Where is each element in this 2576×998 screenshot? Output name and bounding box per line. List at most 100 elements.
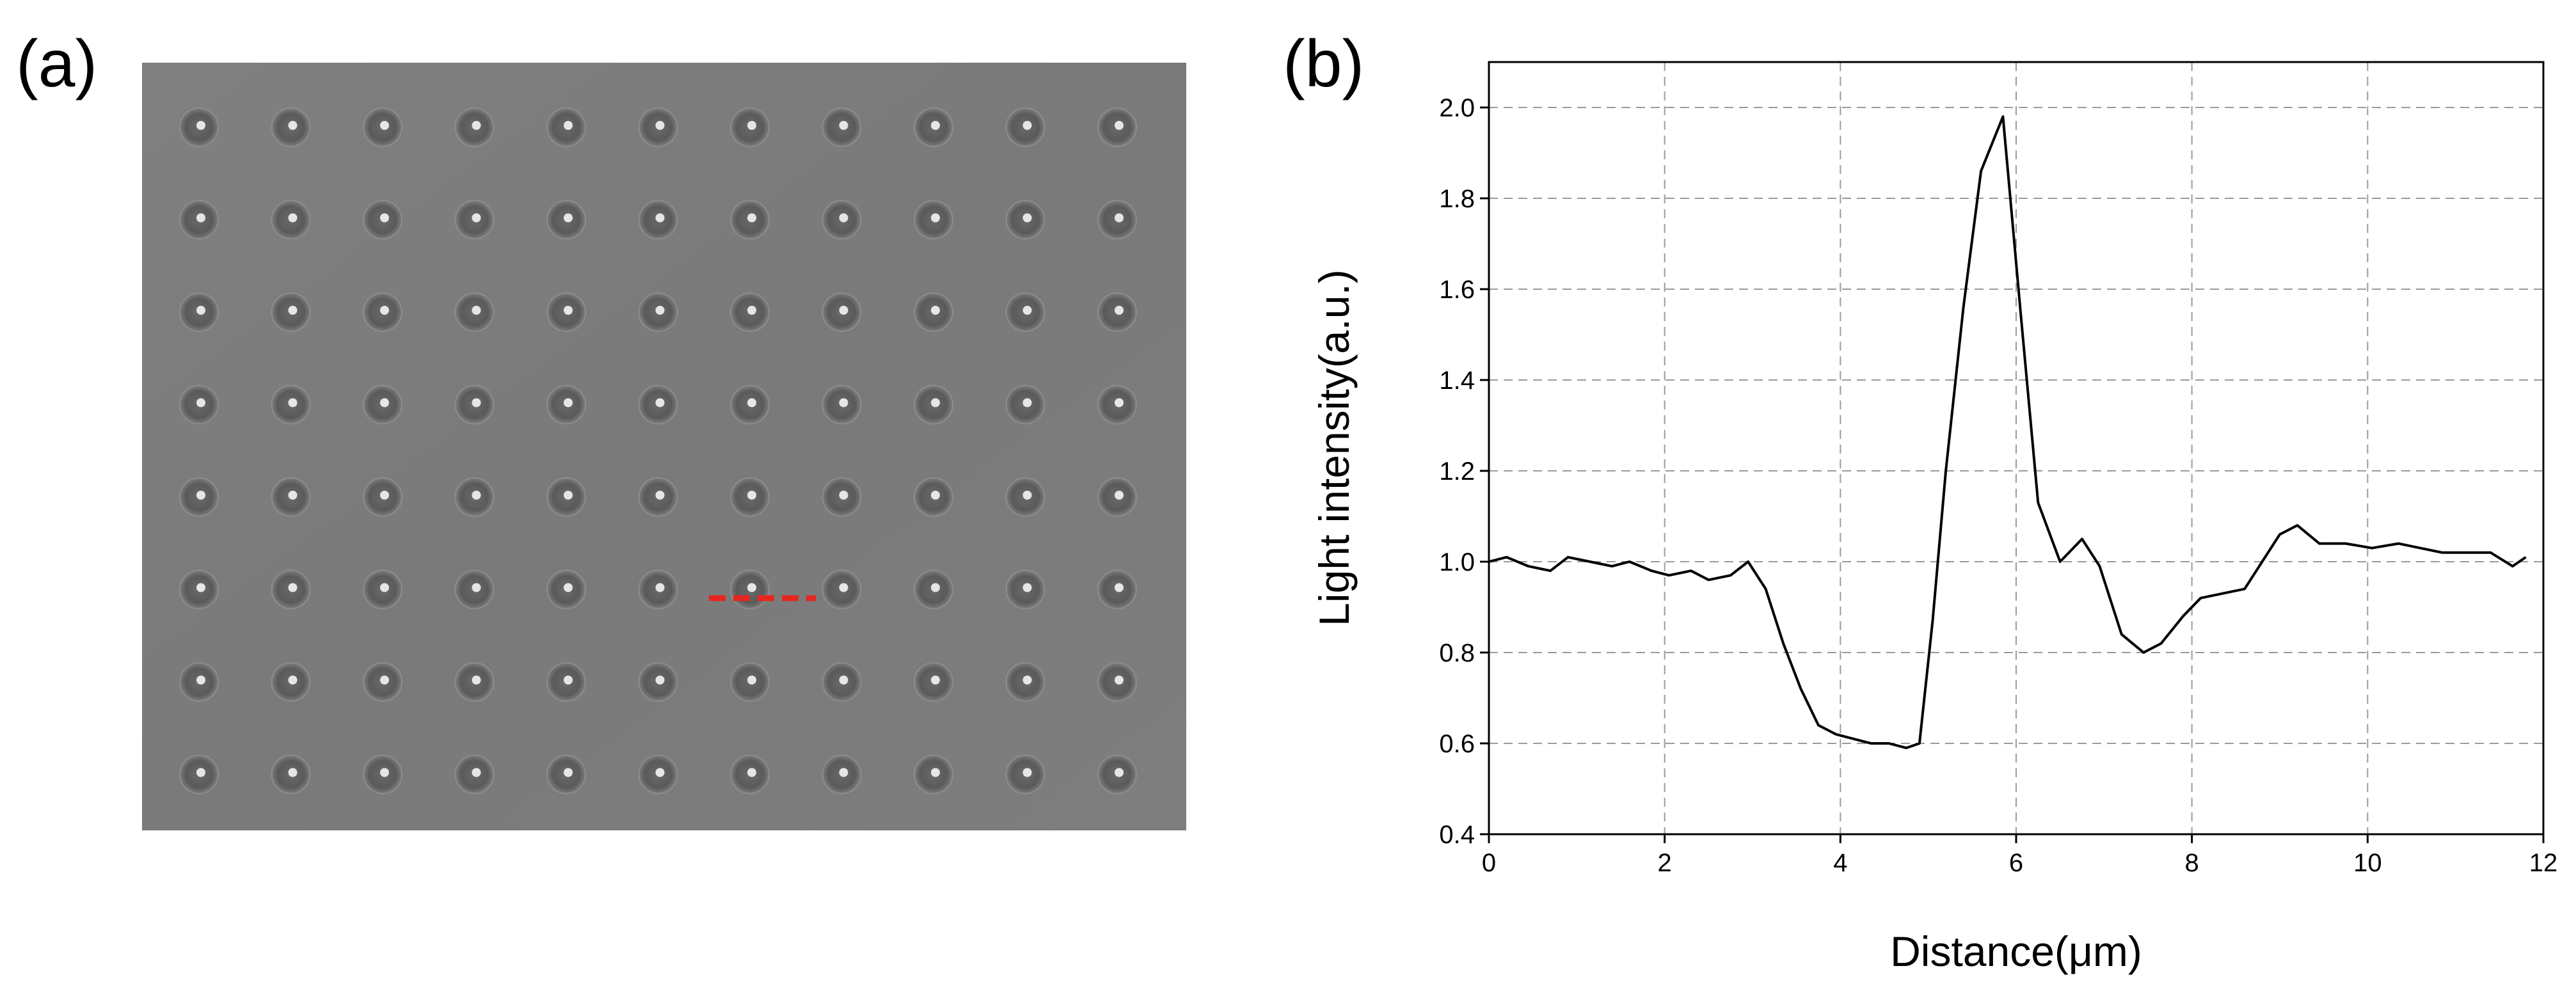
microlens-dot bbox=[914, 107, 953, 147]
y-axis-title: Light intensity(a.u.) bbox=[1310, 269, 1358, 626]
microlens-dot bbox=[179, 384, 219, 425]
y-tick-label: 2.0 bbox=[1439, 94, 1475, 122]
microlens-dot bbox=[1005, 477, 1046, 517]
microlens-dot bbox=[1005, 200, 1046, 240]
microlens-dot bbox=[271, 292, 311, 332]
x-tick-label: 2 bbox=[1658, 849, 1672, 877]
microlens-dot bbox=[914, 754, 953, 795]
microlens-dot bbox=[454, 107, 495, 147]
microlens-dot bbox=[730, 384, 770, 425]
microlens-dot bbox=[454, 754, 495, 795]
microlens-dot bbox=[914, 477, 953, 517]
microlens-array bbox=[179, 107, 1137, 795]
y-tick-label: 1.2 bbox=[1439, 457, 1475, 486]
microlens-dot bbox=[822, 107, 862, 147]
x-axis-title: Distance(μm) bbox=[1890, 928, 2142, 975]
microlens-dot bbox=[363, 200, 402, 240]
y-tick-label: 0.4 bbox=[1439, 821, 1475, 849]
panel-a: (a) bbox=[16, 27, 1186, 830]
microlens-dot bbox=[638, 662, 678, 702]
microlens-dot bbox=[638, 200, 678, 240]
micrograph bbox=[142, 63, 1186, 830]
microlens-dot bbox=[914, 292, 953, 332]
microlens-dot bbox=[730, 292, 770, 332]
microlens-dot bbox=[638, 754, 678, 795]
x-tick-label: 0 bbox=[1482, 849, 1496, 877]
microlens-dot bbox=[454, 292, 495, 332]
y-tick-label: 0.8 bbox=[1439, 639, 1475, 667]
microlens-dot bbox=[546, 754, 586, 795]
microlens-dot bbox=[546, 292, 586, 332]
microlens-dot bbox=[271, 569, 311, 610]
microlens-dot bbox=[822, 477, 862, 517]
microlens-dot bbox=[822, 384, 862, 425]
microlens-dot bbox=[1097, 200, 1137, 240]
microlens-dot bbox=[822, 569, 862, 610]
microlens-dot bbox=[1097, 477, 1137, 517]
microlens-dot bbox=[546, 200, 586, 240]
microlens-dot bbox=[546, 569, 586, 610]
microlens-dot bbox=[271, 200, 311, 240]
microlens-dot bbox=[730, 477, 770, 517]
microlens-dot bbox=[363, 384, 402, 425]
x-tick-label: 6 bbox=[2009, 849, 2023, 877]
microlens-dot bbox=[363, 569, 402, 610]
microlens-dot bbox=[454, 662, 495, 702]
microlens-dot bbox=[730, 107, 770, 147]
chart-ticks bbox=[1480, 106, 2545, 843]
microlens-dot bbox=[1097, 292, 1137, 332]
microlens-dot bbox=[914, 662, 953, 702]
microlens-dot bbox=[179, 477, 219, 517]
microlens-dot bbox=[546, 384, 586, 425]
panel-b-label: (b) bbox=[1283, 27, 1364, 101]
y-tick-label: 1.4 bbox=[1439, 367, 1475, 395]
microlens-dot bbox=[271, 477, 311, 517]
x-tick-label: 8 bbox=[2185, 849, 2199, 877]
microlens-dot bbox=[638, 569, 678, 610]
microlens-dot bbox=[822, 292, 862, 332]
microlens-dot bbox=[454, 384, 495, 425]
microlens-dot bbox=[1005, 662, 1046, 702]
microlens-dot bbox=[638, 107, 678, 147]
microlens-dot bbox=[1005, 107, 1046, 147]
intensity-profile-line bbox=[1488, 115, 2527, 750]
light-intensity-chart: 0 2 4 6 8 10 12 0.4 0.6 0.8 1.0 1.2 1.4 1.6 1.8 2.0 Di… bbox=[1310, 61, 2557, 975]
microlens-dot bbox=[363, 662, 402, 702]
microlens-dot bbox=[271, 384, 311, 425]
microlens-dot bbox=[179, 107, 219, 147]
microlens-dot bbox=[271, 107, 311, 147]
microlens-dot bbox=[730, 200, 770, 240]
microlens-dot bbox=[454, 477, 495, 517]
x-tick-labels: 0 2 4 6 8 10 12 bbox=[1482, 849, 2557, 877]
panel-b: (b) 0 2 4 6 8 10 12 0.4 0.6 0.8 1.0 1.2 1.4 1.6 1.8 2.… bbox=[1283, 27, 2557, 975]
x-tick-label: 10 bbox=[2353, 849, 2382, 877]
microlens-dot bbox=[822, 662, 862, 702]
microlens-dot bbox=[363, 292, 402, 332]
microlens-dot bbox=[363, 107, 402, 147]
microlens-dot bbox=[914, 569, 953, 610]
microlens-dot bbox=[363, 754, 402, 795]
microlens-dot bbox=[271, 662, 311, 702]
microlens-dot bbox=[638, 477, 678, 517]
microlens-dot bbox=[730, 569, 770, 610]
microlens-dot bbox=[454, 569, 495, 610]
microlens-dot bbox=[1005, 754, 1046, 795]
microlens-dot bbox=[638, 384, 678, 425]
microlens-dot bbox=[546, 662, 586, 702]
microlens-dot bbox=[363, 477, 402, 517]
microlens-dot bbox=[1097, 662, 1137, 702]
microlens-dot bbox=[822, 200, 862, 240]
x-tick-label: 12 bbox=[2529, 849, 2558, 877]
microlens-dot bbox=[179, 292, 219, 332]
y-tick-label: 1.0 bbox=[1439, 548, 1475, 576]
microlens-dot bbox=[914, 200, 953, 240]
microlens-dot bbox=[546, 477, 586, 517]
panel-a-label: (a) bbox=[16, 27, 97, 101]
microlens-dot bbox=[914, 384, 953, 425]
microlens-dot bbox=[1005, 292, 1046, 332]
y-tick-label: 1.6 bbox=[1439, 276, 1475, 304]
microlens-dot bbox=[454, 200, 495, 240]
chart-gridlines bbox=[1489, 62, 2543, 834]
microlens-dot bbox=[1097, 569, 1137, 610]
